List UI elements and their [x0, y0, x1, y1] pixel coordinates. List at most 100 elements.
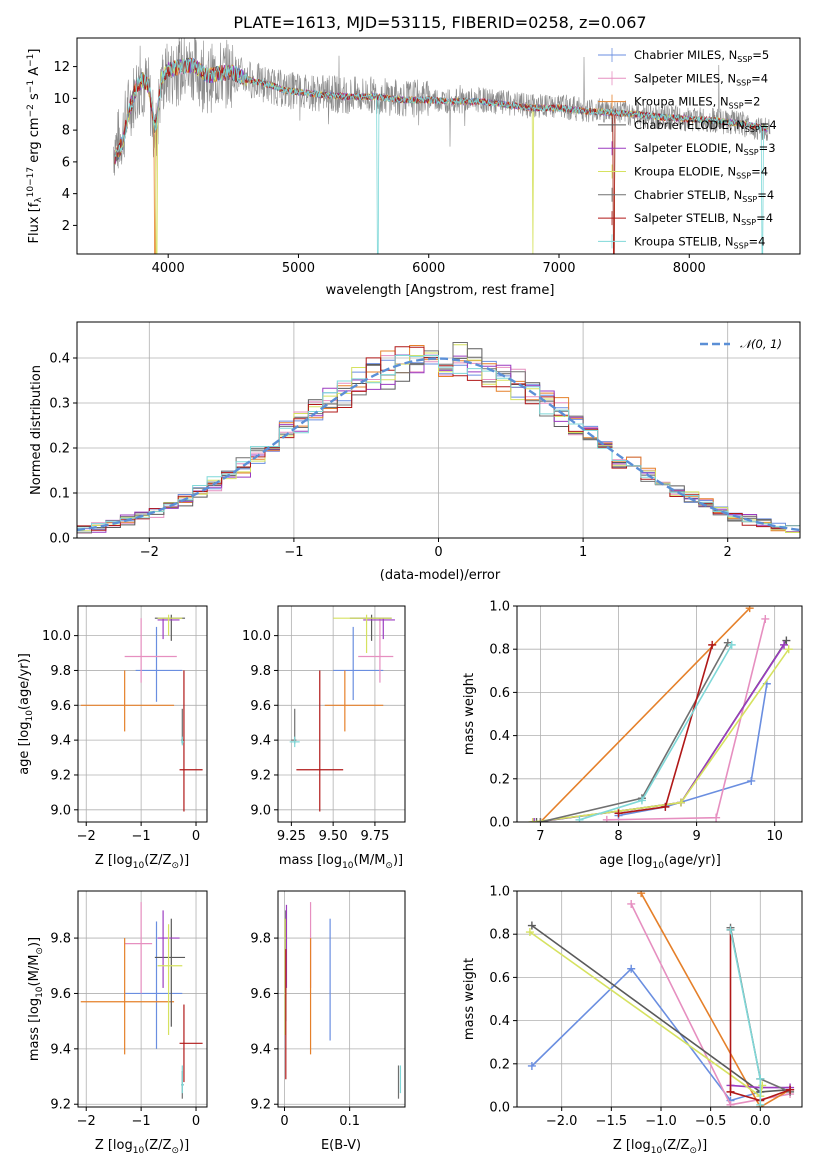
x-tick-label: −2 [77, 1114, 96, 1129]
y-axis-label-part: age [log [17, 722, 32, 775]
x-axis-label-part: age [log [599, 853, 652, 868]
axes-frame [516, 605, 803, 823]
x-axis-label: mass [log10(M/M⊙)] [279, 853, 403, 871]
weight-marker [761, 614, 770, 623]
weight-marker [708, 640, 717, 649]
y-tick-label: 9.4 [50, 734, 71, 749]
x-axis-label-part: )] [393, 853, 403, 868]
legend-text: Chabrier ELODIE, N [634, 118, 745, 132]
weight-marker [786, 1085, 795, 1094]
weight-marker [726, 925, 735, 934]
y-axis-label: mass weight [462, 673, 477, 755]
y-axis-label-part: mass [log [27, 998, 42, 1061]
legend-text: Salpeter STELIB, N [634, 211, 741, 225]
figure-title: PLATE=1613, MJD=53115, FIBERID=0258, z=0… [233, 13, 646, 32]
legend-sub: SSP [736, 78, 751, 87]
weight-marker [527, 1061, 536, 1070]
y-axis-label-part: 10 [35, 986, 45, 998]
plot-area [528, 606, 793, 822]
x-axis-label-part: 10 [133, 861, 145, 871]
plot-area [80, 614, 203, 812]
age-vs-mass-axes: 9.25 9.50 9.75 9.0 9.2 9.4 9.6 9.8 10.0 mass [log… [242, 605, 406, 871]
y-tick-label: 12 [53, 60, 70, 75]
y-tick-label: 1.0 [489, 600, 510, 615]
legend-text: =4 [751, 165, 768, 179]
y-tick-label: 10.0 [42, 629, 71, 644]
legend-entry-label: Chabrier MILES, NSSP=5 [634, 48, 769, 64]
x-axis-label-part: (M/M [354, 853, 386, 868]
legend-sub: SSP [744, 148, 759, 157]
weight-marker [575, 815, 584, 822]
x-tick-label: 9.25 [277, 829, 306, 844]
legend-sub: SSP [741, 218, 756, 227]
x-axis-label-part: 10 [651, 1146, 663, 1156]
mass-vs-ebv-axes: 0 0.1 9.2 9.4 9.6 9.8 E(B-V) [250, 890, 406, 1153]
y-tick-label: 0.4 [489, 1014, 510, 1029]
weight-marker [637, 891, 646, 898]
legend-text: Kroupa ELODIE, N [634, 165, 736, 179]
x-tick-label: −1 [132, 1114, 151, 1129]
y-tick-label: 0.2 [489, 772, 510, 787]
y-tick-label: 9.6 [250, 699, 271, 714]
weight-marker [727, 640, 736, 649]
weight-marker [756, 1100, 765, 1107]
legend-sub: SSP [742, 195, 757, 204]
age-vs-z-axes: −2 −1 09.09.29.49.69.810.0Z [log10(Z/Z⊙)]a… [17, 605, 208, 871]
axes-frame [277, 890, 406, 1108]
x-tick-label: 9 [692, 829, 700, 844]
weight-marker [784, 645, 793, 654]
legend-text: =4 [756, 211, 773, 225]
y-tick-label: 10 [53, 92, 70, 107]
x-tick-label: −2 [140, 545, 159, 560]
x-tick-label: 9.50 [319, 829, 348, 844]
x-axis-label-part: Z [log [613, 1138, 651, 1153]
y-axis-label-part: −1 [26, 80, 36, 93]
x-tick-label: 1 [579, 545, 587, 560]
weight-line-kroupa-elodie [532, 648, 790, 822]
y-axis-label-part: (M/M [27, 955, 42, 987]
weight-marker [525, 928, 534, 937]
mass-vs-z-axes: −2 −1 09.29.49.69.8Z [log10(Z/Z⊙)]mass [lo… [27, 890, 208, 1156]
y-tick-label: 6 [62, 155, 70, 170]
y-tick-label: 9.8 [50, 664, 71, 679]
y-axis-label: Flux [fλ10−17 erg cm−2 s−1 A−1] [26, 49, 44, 244]
x-axis-label: wavelength [Angstrom, rest frame] [326, 283, 555, 298]
legend-entry-label: Chabrier ELODIE, NSSP=4 [634, 118, 777, 134]
x-axis-label: E(B-V) [321, 1138, 361, 1153]
legend-sub: SSP [734, 241, 749, 250]
x-tick-label: 4000 [152, 261, 185, 276]
model-spectrum-salpeter-stelib [114, 57, 768, 254]
model-spectrum-kroupa-stelib [114, 58, 768, 254]
y-axis-label-part: )] [27, 937, 42, 947]
y-axis-label-part: 10 [25, 710, 35, 722]
y-tick-label: 9.8 [250, 932, 271, 947]
weight-marker [712, 813, 721, 822]
legend-entry-label: Salpeter ELODIE, NSSP=3 [634, 141, 776, 157]
plot-area [77, 342, 800, 537]
weight-marker [661, 802, 670, 811]
legend-text: Chabrier STELIB, N [634, 188, 742, 202]
x-axis-label-part: 10 [133, 1146, 145, 1156]
plot-area [80, 902, 203, 1099]
x-axis-label-part: (Z/Z [662, 1138, 689, 1153]
y-tick-label: 9.6 [250, 987, 271, 1002]
weight-line-salpeter-stelib [729, 929, 791, 1102]
y-tick-label: 4 [62, 187, 70, 202]
axes-frame [277, 605, 406, 823]
y-axis-label: age [log10(age/yr)] [17, 653, 35, 775]
x-axis-label-part: 10 [652, 861, 664, 871]
y-tick-label: 9.8 [250, 664, 271, 679]
y-tick-label: 9.2 [250, 768, 271, 783]
y-axis-label-part: ⊙ [35, 947, 45, 955]
y-axis-label-part: A [27, 67, 42, 80]
legend-text: =4 [760, 118, 777, 132]
legend-text: =4 [757, 188, 774, 202]
legend-sub: SSP [745, 125, 760, 134]
y-axis-label-part: s [27, 93, 42, 104]
y-tick-label: 9.6 [50, 699, 71, 714]
x-axis-label-part: )] [697, 1138, 707, 1153]
y-axis-label: mass [log10(M/M⊙)] [27, 937, 45, 1061]
legend-entry-label: Kroupa ELODIE, NSSP=4 [634, 165, 768, 181]
weight-marker [614, 809, 623, 818]
legend-entry-label: Salpeter MILES, NSSP=4 [634, 71, 768, 87]
